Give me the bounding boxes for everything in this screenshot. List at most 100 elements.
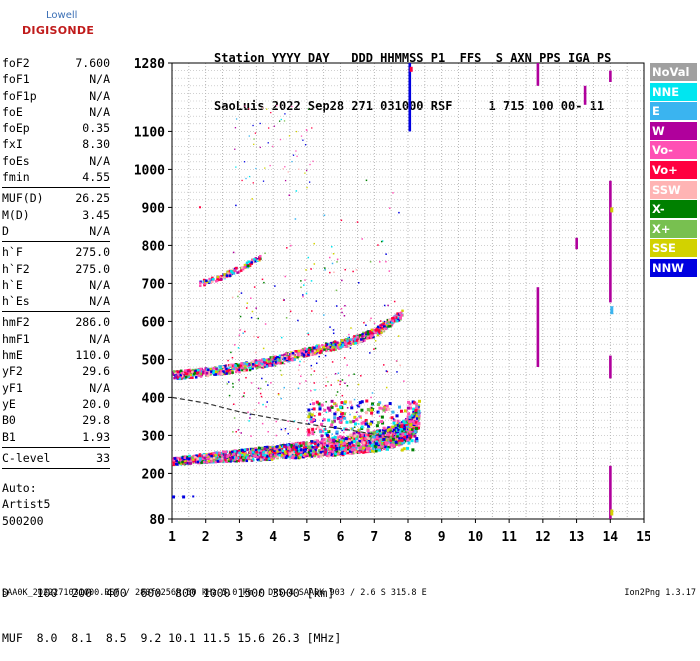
echo-point <box>294 453 298 457</box>
echo-point <box>186 462 189 465</box>
echo-point <box>260 453 263 457</box>
echo-point <box>201 370 205 374</box>
echo-point <box>311 399 313 401</box>
echo-point <box>370 336 373 340</box>
muf-row: MUF 8.0 8.1 8.5 9.2 10.1 11.5 15.6 26.3 … <box>2 631 342 645</box>
echo-point <box>245 454 248 457</box>
echo-point <box>202 369 206 372</box>
echo-point <box>332 419 336 423</box>
echo-point <box>380 446 383 450</box>
echo-point <box>223 365 226 368</box>
echo-point <box>293 358 296 361</box>
echo-point <box>238 370 241 374</box>
echo-point <box>293 355 297 359</box>
echo-point <box>284 445 288 449</box>
echo-point <box>325 411 328 414</box>
echo-point <box>329 271 331 274</box>
echo-point <box>321 344 324 347</box>
echo-point <box>265 405 267 408</box>
echo-point <box>372 442 376 446</box>
echo-point <box>272 357 276 360</box>
echo-point <box>376 333 380 337</box>
echo-point <box>175 373 178 377</box>
echo-point <box>369 422 373 426</box>
echo-point <box>388 440 391 444</box>
echo-point <box>257 317 259 320</box>
echo-point <box>187 372 191 375</box>
echo-point <box>252 182 254 184</box>
echo-point <box>327 380 329 383</box>
echo-point <box>307 428 311 432</box>
echo-point <box>218 275 221 279</box>
echo-point <box>312 402 316 406</box>
echo-point <box>229 270 233 273</box>
echo-point <box>302 295 304 298</box>
echo-point <box>314 389 316 391</box>
echo-point <box>297 452 301 456</box>
echo-point <box>316 349 320 353</box>
echo-point <box>305 441 308 444</box>
y-tick-label: 800 <box>142 239 166 254</box>
echo-point <box>269 456 273 460</box>
echo-point <box>284 113 286 115</box>
echo-point <box>261 456 264 459</box>
echo-point <box>222 370 225 373</box>
echo-point <box>332 344 335 347</box>
echo-point <box>283 353 286 357</box>
echo-point <box>310 413 314 417</box>
echo-point <box>299 448 303 452</box>
echo-point <box>355 339 359 342</box>
echo-point <box>327 430 331 434</box>
echo-point <box>406 419 410 423</box>
echo-point <box>296 452 299 456</box>
echo-point <box>250 382 253 384</box>
echo-point <box>308 346 311 350</box>
echo-point <box>315 443 319 446</box>
legend-x-: X- <box>650 200 697 219</box>
echo-point <box>205 279 208 282</box>
echo-point <box>333 442 336 445</box>
echo-point <box>239 458 243 462</box>
echo-point <box>328 446 332 450</box>
echo-point <box>381 240 384 242</box>
echo-point <box>333 271 335 274</box>
echo-point <box>285 358 289 362</box>
echo-point <box>254 132 257 134</box>
echo-point <box>273 449 276 452</box>
echo-point <box>393 300 396 303</box>
echo-point <box>394 436 398 439</box>
echo-point <box>288 446 291 450</box>
echo-point <box>340 307 343 310</box>
echo-point <box>248 368 252 372</box>
echo-point <box>331 454 334 457</box>
echo-point <box>349 450 352 453</box>
echo-point <box>199 367 203 371</box>
echo-point <box>352 439 356 443</box>
echo-point <box>210 460 213 463</box>
echo-point <box>305 380 307 382</box>
echo-point <box>301 455 305 459</box>
legend-noval: NoVal <box>650 63 697 81</box>
echo-point <box>276 455 280 459</box>
echo-point <box>297 369 300 371</box>
echo-point <box>342 412 346 416</box>
echo-point <box>309 163 311 166</box>
echo-point <box>396 427 399 430</box>
echo-point <box>328 342 331 345</box>
echo-point <box>329 449 332 453</box>
echo-point <box>325 401 327 403</box>
echo-point <box>308 422 310 425</box>
echo-point <box>414 409 418 413</box>
echo-point <box>263 447 267 451</box>
param-label: foE <box>2 104 23 119</box>
echo-point <box>296 155 298 157</box>
echo-point <box>610 207 614 213</box>
echo-point <box>329 326 331 328</box>
echo-point <box>344 437 348 441</box>
echo-point <box>172 495 175 499</box>
echo-point <box>327 418 331 422</box>
echo-point <box>367 437 371 440</box>
echo-point <box>236 456 240 460</box>
echo-point <box>366 333 370 336</box>
echo-point <box>257 446 261 450</box>
